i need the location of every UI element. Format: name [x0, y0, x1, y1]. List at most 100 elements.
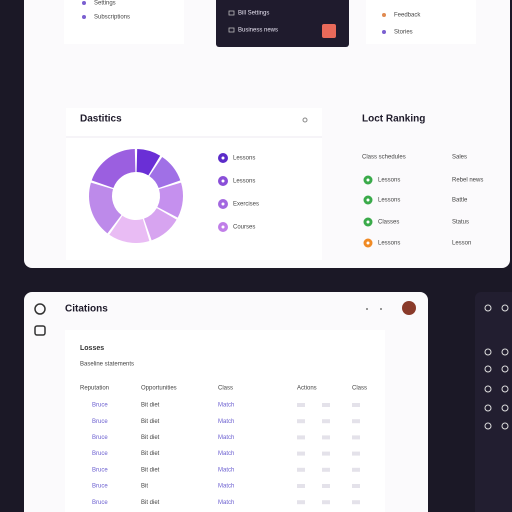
dark-menu [216, 0, 349, 47]
legend-dot-center [221, 156, 225, 160]
menu-item: Bill Settings [238, 11, 269, 17]
menu-item: Business news [238, 28, 278, 34]
panel-subtitle: Baseline statements [80, 362, 134, 368]
cell-placeholder [352, 403, 360, 407]
side-icon [501, 385, 509, 393]
table-cell: Match [218, 484, 234, 490]
ranking-cell: Lesson [452, 241, 471, 247]
side-icon [501, 365, 509, 373]
column-header: Opportunities [141, 386, 177, 392]
ranking-cell: Battle [452, 198, 468, 204]
ranking-icon-center [366, 220, 370, 224]
donut-segment [143, 208, 177, 241]
table-cell: Bit diet [141, 500, 160, 506]
cell-placeholder [322, 451, 330, 456]
side-panel [475, 292, 512, 512]
cell-placeholder [322, 500, 330, 505]
menu-icon [302, 117, 308, 123]
legend-label: Courses [233, 225, 255, 231]
citations-title: Citations [65, 304, 108, 315]
legend-dot-center [221, 225, 225, 229]
table-cell: Bruce [92, 419, 108, 425]
ranking-cell: Classes [378, 220, 399, 226]
table-cell: Bit diet [141, 419, 160, 425]
legend-dot-center [221, 179, 225, 183]
side-icon [484, 422, 492, 430]
menu-icon [382, 30, 386, 34]
table-cell: Bruce [92, 435, 108, 441]
table-cell: Match [218, 403, 234, 409]
cell-placeholder [297, 403, 305, 407]
donut-segment [149, 156, 181, 189]
table-cell: Bit diet [141, 467, 160, 473]
column-header: Actions [297, 386, 317, 392]
cell-placeholder [297, 484, 305, 488]
menu-item: Stories [394, 30, 413, 36]
menu-card [366, 0, 476, 44]
ranking-header: Sales [452, 155, 467, 161]
cell-placeholder [352, 500, 360, 505]
sidebar-icon [34, 303, 46, 315]
avatar [322, 24, 336, 38]
table-cell: Match [218, 451, 234, 457]
ranking-cell: Rebel news [452, 178, 483, 184]
ranking-icon-center [366, 178, 370, 182]
statistics-title: Dastitics [80, 114, 122, 125]
menu-item: Feedback [394, 13, 421, 19]
menu-icon [382, 13, 386, 17]
table-cell: Bit diet [141, 403, 160, 409]
table-cell: Match [218, 500, 234, 506]
menu-icon [82, 15, 86, 19]
table-cell: Bit diet [141, 435, 160, 441]
table-cell: Bruce [92, 467, 108, 473]
donut-segment [157, 182, 183, 218]
sidebar-icon [34, 325, 46, 336]
cell-placeholder [352, 484, 360, 488]
ranking-cell: Lessons [378, 178, 400, 184]
menu-icon [228, 27, 235, 33]
cell-placeholder [352, 467, 360, 472]
table-panel [65, 330, 385, 512]
legend-dot-center [221, 202, 225, 206]
cell-placeholder [352, 419, 360, 424]
ranking-icon-center [366, 198, 370, 202]
dot [366, 308, 368, 310]
cell-placeholder [297, 419, 305, 424]
side-icon [501, 304, 509, 312]
table-cell: Bruce [92, 451, 108, 457]
menu-item: Subscriptions [94, 15, 130, 21]
side-icon [484, 404, 492, 412]
column-header: Class [352, 386, 367, 392]
cell-placeholder [297, 451, 305, 456]
ranking-cell: Lessons [378, 241, 400, 247]
donut-segment [109, 215, 150, 243]
table-cell: Bruce [92, 500, 108, 506]
cell-placeholder [322, 467, 330, 472]
table-cell: Match [218, 419, 234, 425]
cell-placeholder [322, 403, 330, 407]
cell-placeholder [322, 419, 330, 424]
ranking-title: Loct Ranking [362, 114, 425, 125]
side-icon [501, 422, 509, 430]
cell-placeholder [297, 467, 305, 472]
legend-label: Lessons [233, 156, 255, 162]
table-cell: Match [218, 435, 234, 441]
dot [380, 308, 382, 310]
donut-segment [136, 149, 161, 176]
cell-placeholder [297, 500, 305, 505]
ranking-cell: Lessons [378, 198, 400, 204]
column-header: Class [218, 386, 233, 392]
panel-title: Losses [80, 345, 104, 352]
side-icon [484, 385, 492, 393]
table-cell: Match [218, 467, 234, 473]
ranking-icon-center [366, 241, 370, 245]
cell-placeholder [352, 451, 360, 456]
side-icon [484, 304, 492, 312]
table-cell: Bruce [92, 403, 108, 409]
side-icon [484, 348, 492, 356]
cell-placeholder [352, 435, 360, 440]
table-cell: Bruce [92, 484, 108, 490]
legend-label: Lessons [233, 179, 255, 185]
